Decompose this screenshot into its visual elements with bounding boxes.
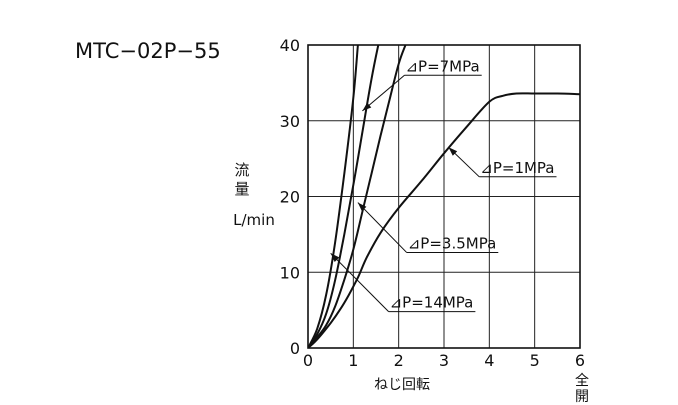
y-tick-label: 20 [280,188,300,207]
y-axis-ticks: 0 10 20 30 40 [280,36,300,358]
annotation-leader-line [357,202,408,253]
annotation-label-p-7mpa: ⊿P=7MPa [405,57,479,75]
annotations: ⊿P=7MPa ⊿P=1MPa ⊿P=3.5MPa ⊿P=14MPa [330,57,557,313]
x-tick-label: 3 [439,351,449,370]
annotation-leader-line [330,252,389,312]
annotation-arrowhead [362,102,372,111]
annotation-arrowhead [448,147,458,156]
y-tick-label: 0 [290,339,300,358]
y-axis-unit-label: L/min [233,211,275,229]
annotation-label-p-1mpa: ⊿P=1MPa [480,159,554,177]
x-tick-label: 4 [484,351,494,370]
x-tick-label: 5 [530,351,540,370]
y-tick-label: 40 [280,36,300,55]
series-line-p-3-5mpa [308,45,407,348]
chart-title: MTC−02P−55 [75,39,221,63]
x-tick-label: 2 [394,351,404,370]
x-end-label-char-1: 全 [575,372,589,389]
plot-curves [308,45,580,348]
series-line-p-14mpa [308,45,359,348]
x-axis-label: ねじ回転 [374,377,430,393]
series-line-p-1mpa [308,92,580,348]
annotation-arrowhead [330,253,340,262]
x-tick-label: 0 [303,351,313,370]
annotation-leader-line [362,74,405,112]
annotation-label-p-14mpa: ⊿P=14MPa [390,294,474,312]
series-line-p-7mpa [308,45,380,348]
y-axis-label-char-2: 量 [234,180,249,198]
grid-lines [308,45,580,348]
y-axis-label-char-1: 流 [234,161,249,179]
x-end-label-char-2: 開 [575,389,589,405]
x-tick-label: 6 [575,351,585,370]
y-tick-label: 30 [280,112,300,131]
x-tick-label: 1 [348,351,358,370]
x-axis-ticks: 0 1 2 3 4 5 6 [303,351,585,370]
plot-frame [307,44,581,349]
y-tick-label: 10 [280,263,300,282]
annotation-arrowhead [357,202,367,212]
annotation-label-p-3-5mpa: ⊿P=3.5MPa [408,235,497,253]
